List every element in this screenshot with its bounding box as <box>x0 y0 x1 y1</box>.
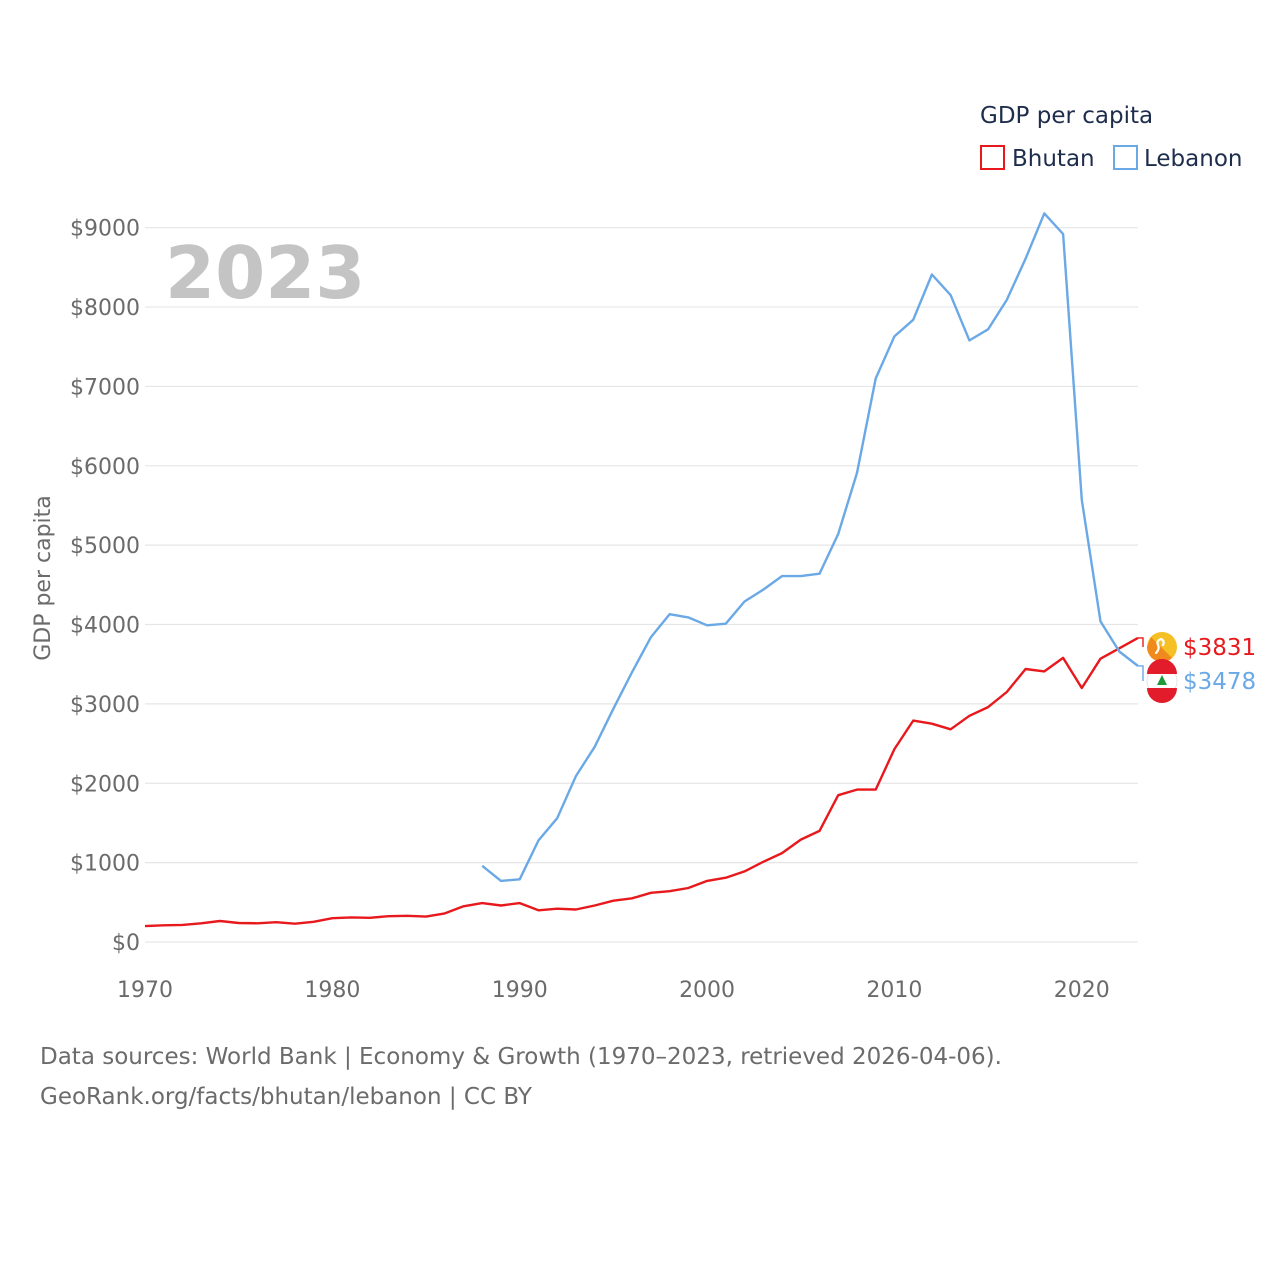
y-axis-ticks: $0 $1000 $2000 $3000 $4000 $5000 $6000 $7000 $80… <box>70 217 140 956</box>
legend-title: GDP per capita <box>980 103 1153 129</box>
y-tick-label: $3000 <box>70 693 140 718</box>
x-tick-label: 2000 <box>679 978 735 1003</box>
legend-swatch-lebanon[interactable] <box>1113 145 1138 170</box>
end-value-label-bhutan: $3831 <box>1183 635 1256 661</box>
bhutan-flag-icon <box>1147 632 1177 662</box>
y-tick-label: $4000 <box>70 614 140 639</box>
legend: GDP per capita Bhutan Lebanon <box>980 103 1242 172</box>
y-tick-label: $9000 <box>70 217 140 242</box>
x-axis-ticks: 1970 1980 1990 2000 2010 2020 <box>117 978 1110 1003</box>
x-tick-label: 1970 <box>117 978 173 1003</box>
y-axis-label: GDP per capita <box>31 495 56 661</box>
y-tick-label: $8000 <box>70 296 140 321</box>
y-tick-label: $5000 <box>70 534 140 559</box>
series-lines <box>144 212 1139 928</box>
y-tick-label: $1000 <box>70 852 140 877</box>
y-tick-label: $0 <box>112 931 140 956</box>
y-tick-label: $6000 <box>70 455 140 480</box>
legend-label-lebanon[interactable]: Lebanon <box>1144 146 1242 172</box>
end-value-label-lebanon: $3478 <box>1183 669 1256 695</box>
grid-lines <box>145 227 1138 943</box>
x-tick-label: 2020 <box>1054 978 1110 1003</box>
x-tick-label: 1980 <box>304 978 360 1003</box>
end-connector <box>1138 637 1144 647</box>
end-connector <box>1138 665 1144 681</box>
footer-link[interactable]: GeoRank.org/facts/bhutan/lebanon | CC BY <box>40 1084 532 1110</box>
footer-source: Data sources: World Bank | Economy & Gro… <box>40 1044 1002 1070</box>
x-tick-label: 1990 <box>492 978 548 1003</box>
line-chart: $0 $1000 $2000 $3000 $4000 $5000 $6000 $7000 $80… <box>31 103 1256 1003</box>
series-line-bhutan[interactable] <box>144 636 1139 928</box>
legend-label-bhutan[interactable]: Bhutan <box>1012 146 1095 172</box>
year-label: 2023 <box>165 231 365 315</box>
y-tick-label: $7000 <box>70 375 140 400</box>
series-line-lebanon[interactable] <box>481 212 1139 883</box>
end-labels: $3831 $3478 <box>1138 632 1256 703</box>
legend-swatch-bhutan[interactable] <box>980 145 1005 170</box>
x-tick-label: 2010 <box>866 978 922 1003</box>
y-tick-label: $2000 <box>70 772 140 797</box>
lebanon-flag-icon <box>1146 659 1178 703</box>
